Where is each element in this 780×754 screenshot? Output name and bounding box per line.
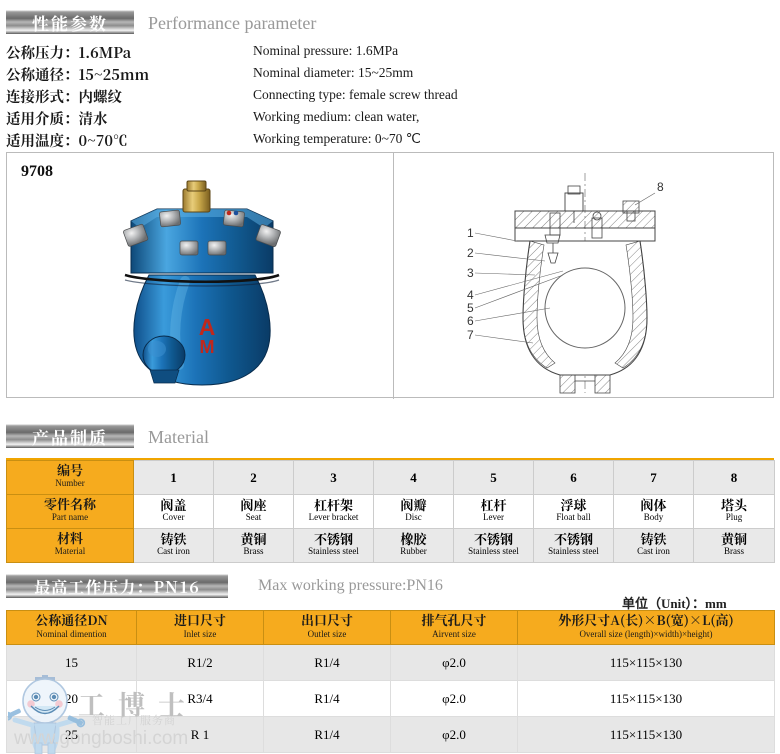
svg-text:5: 5 bbox=[467, 301, 474, 315]
svg-text:8: 8 bbox=[657, 180, 664, 194]
svg-text:7: 7 bbox=[467, 328, 474, 342]
svg-text:3: 3 bbox=[467, 266, 474, 280]
svg-text:M: M bbox=[200, 337, 215, 357]
svg-text:4: 4 bbox=[467, 288, 474, 302]
svg-text:1: 1 bbox=[467, 226, 474, 240]
svg-text:2: 2 bbox=[467, 246, 474, 260]
svg-text:6: 6 bbox=[467, 314, 474, 328]
